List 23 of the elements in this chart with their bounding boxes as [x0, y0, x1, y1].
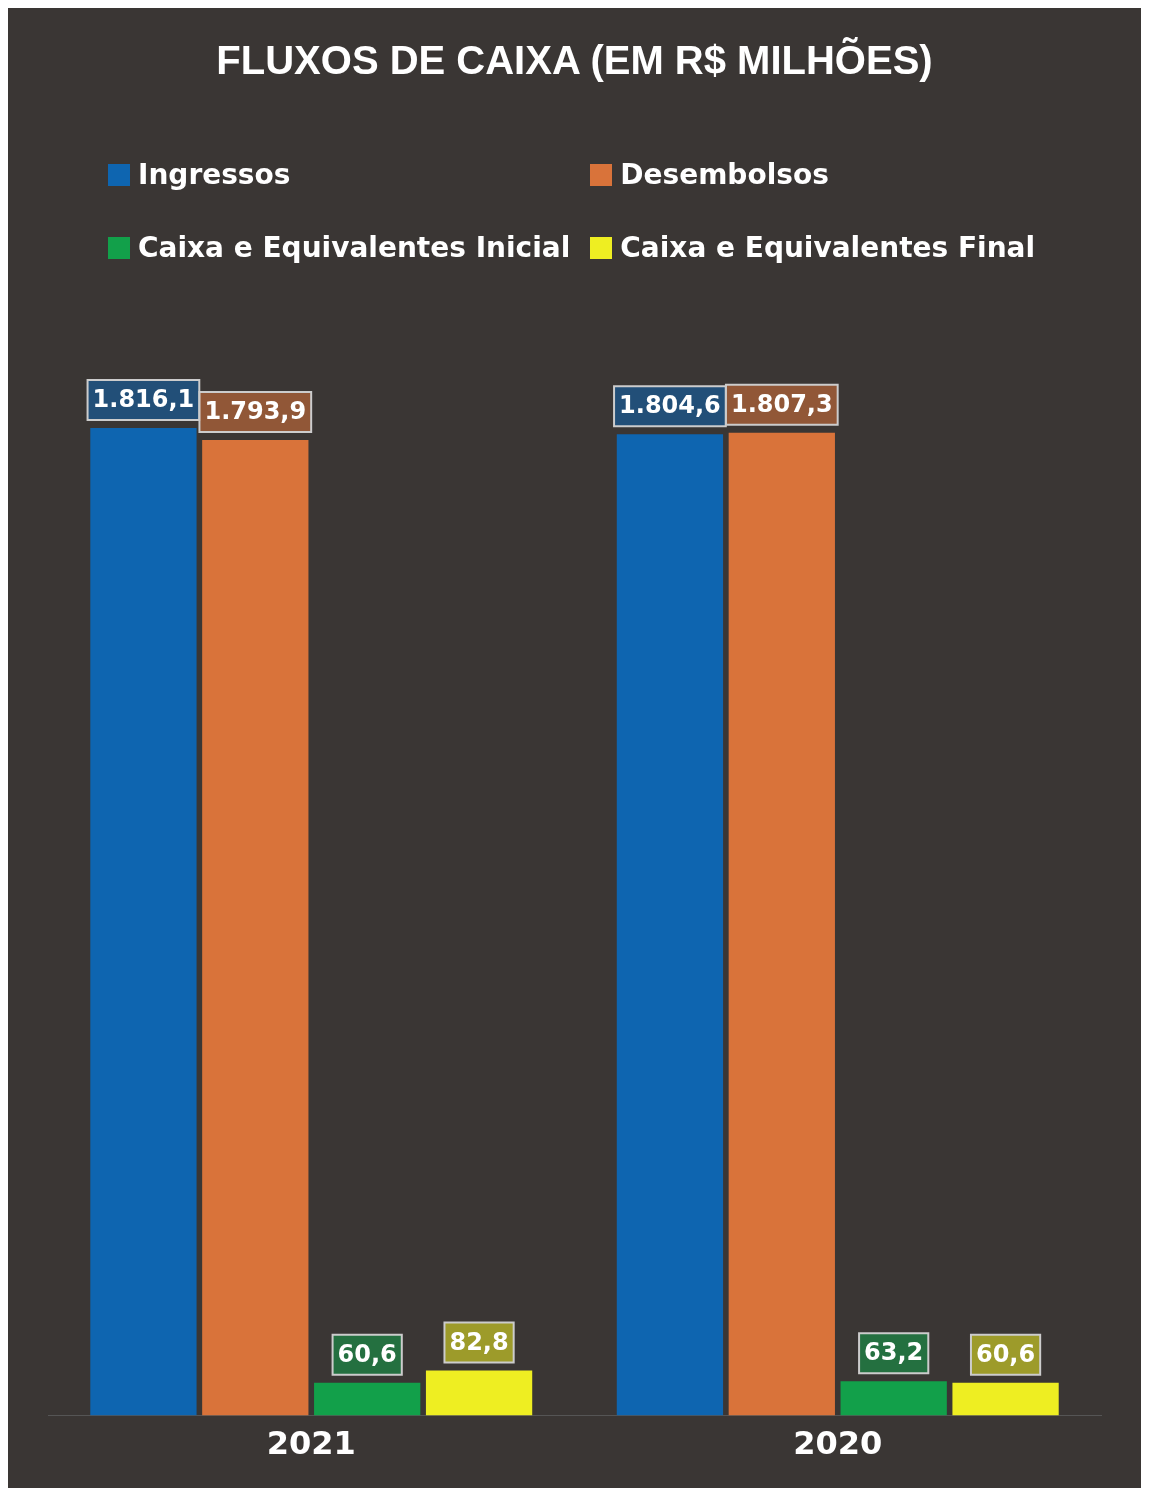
- data-label: 60,6: [337, 1339, 397, 1368]
- data-label: 1.804,6: [619, 391, 721, 420]
- bar: [616, 434, 724, 1416]
- x-tick-label: 2020: [793, 1424, 883, 1463]
- data-label: 82,8: [449, 1327, 509, 1356]
- legend-label: Caixa e Equivalentes Inicial: [138, 231, 571, 264]
- chart-title: FLUXOS DE CAIXA (EM R$ MILHÕES): [215, 38, 934, 83]
- data-label: 60,6: [975, 1339, 1036, 1368]
- data-label: 1.807,3: [730, 390, 833, 419]
- data-label: 63,2: [864, 1338, 924, 1367]
- data-label: 1.816,1: [92, 385, 195, 414]
- bar: [425, 1370, 533, 1416]
- bar: [952, 1382, 1059, 1416]
- bar: [728, 432, 835, 1416]
- data-label: 1.793,9: [204, 397, 307, 426]
- legend-label: Desembolsos: [620, 158, 829, 191]
- legend-label: Caixa e Equivalentes Final: [620, 231, 1036, 264]
- bar: [90, 428, 197, 1416]
- bar: [840, 1381, 947, 1416]
- legend-label: Ingressos: [138, 158, 291, 191]
- x-tick-label: 2021: [266, 1424, 356, 1463]
- bar: [314, 1382, 421, 1416]
- bar: [202, 440, 309, 1416]
